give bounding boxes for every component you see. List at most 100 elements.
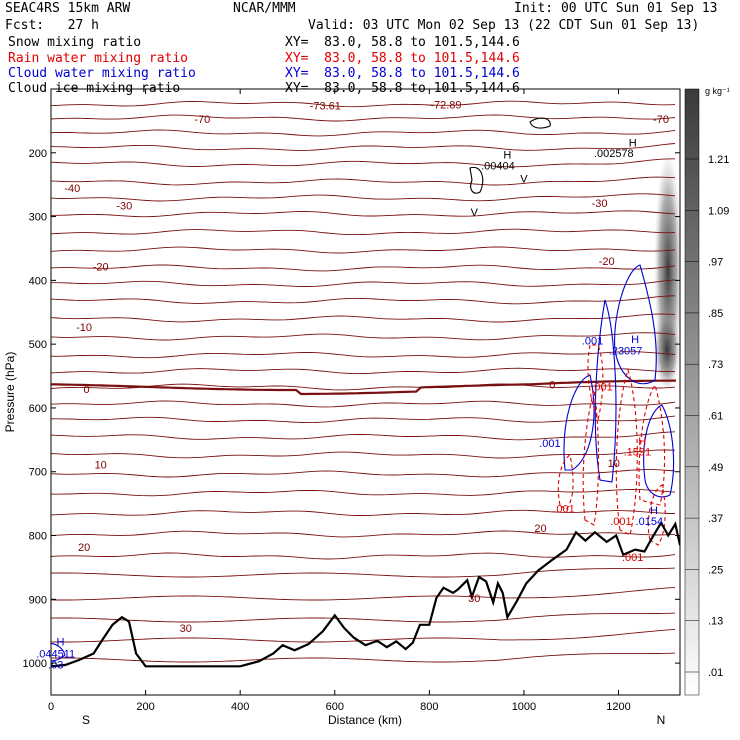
colorbar-label: .97 (708, 257, 723, 269)
mixing-ratio-label: H (638, 436, 646, 448)
isotherm-label: -30 (116, 201, 132, 213)
isotherm-line (51, 210, 676, 218)
producer-label: NCAR/MMM (233, 1, 296, 16)
isotherm-line (51, 279, 676, 287)
zero-isotherm (51, 379, 676, 396)
isotherm-line (51, 193, 676, 202)
mixing-ratio-label: .001 (610, 516, 631, 528)
isotherm-line (51, 449, 676, 459)
isotherm-label: 30 (468, 593, 480, 605)
x-end-label-left: S (82, 713, 90, 727)
mixing-ratio-label: .0154 (636, 516, 664, 528)
mixing-ratio-contour (529, 117, 551, 129)
y-tick-label: 400 (29, 275, 47, 287)
mixing-ratio-label: .03 (48, 659, 63, 671)
isotherm-label: 10 (95, 460, 107, 472)
mixing-ratio-contour (614, 264, 657, 385)
mixing-ratio-label: .1591 (624, 446, 652, 458)
isotherm-line (51, 509, 675, 516)
isotherm-line (51, 143, 676, 151)
colorbar (684, 88, 700, 696)
mixing-ratio-contour (587, 344, 604, 422)
isotherm-line (51, 313, 676, 323)
mixing-ratio-label: .002578 (594, 148, 634, 160)
plot-frame (50, 88, 681, 696)
x-tick-label: 1000 (512, 701, 536, 713)
x-tick-label: 400 (231, 701, 249, 713)
isotherm-line (51, 400, 676, 408)
mixing-ratio-contour (469, 166, 484, 194)
isotherm-line (51, 100, 676, 108)
y-tick-label: 700 (29, 467, 47, 479)
x-tick-label: 200 (136, 701, 154, 713)
colorbar-label: .13 (708, 616, 723, 628)
isotherm-line-lower (51, 628, 676, 643)
mixing-ratio-label: .001 (539, 438, 560, 450)
y-tick-label: 1000 (23, 658, 47, 670)
colorbar-label: .85 (708, 308, 723, 320)
colorbar-label: .37 (708, 513, 723, 525)
model-title: SEAC4RS 15km ARW (5, 1, 131, 16)
y-tick-label: 600 (29, 403, 47, 415)
isotherm-line (51, 114, 676, 122)
mixing-ratio-contour (594, 299, 617, 483)
isotherm-line (51, 530, 676, 538)
mixing-ratio-label: H (650, 505, 658, 517)
isotherm-line-lower (51, 586, 676, 601)
mixing-ratio-label: H (629, 138, 637, 150)
isotherm-line (51, 351, 676, 359)
isotherm-line (51, 367, 675, 375)
mixing-ratio-label: .001 (591, 381, 612, 393)
isotherm-label: -40 (64, 183, 80, 195)
colorbar-label: .01 (708, 667, 723, 679)
valid-time: Valid: 03 UTC Mon 02 Sep 13 (22 CDT Sun … (308, 18, 700, 33)
field-xy-cloud-water: XY= 83.0, 58.8 to 101.5,144.6 (285, 66, 520, 81)
mixing-ratio-contour (582, 389, 600, 526)
y-tick-label: 300 (29, 212, 47, 224)
isotherm-line (51, 489, 676, 497)
mixing-ratio-contour (643, 404, 675, 498)
isotherm-line (51, 383, 676, 391)
isotherm-label: -70 (653, 114, 669, 126)
field-xy-rain: XY= 83.0, 58.8 to 101.5,144.6 (285, 51, 520, 66)
x-tick-label: 600 (326, 701, 344, 713)
forecast-hour: Fcst: 27 h (5, 18, 99, 33)
isotherm-label: -72.89 (430, 99, 461, 111)
isotherm-label: -70 (194, 114, 210, 126)
isotherm-label: 10 (608, 458, 620, 470)
mixing-ratio-label: .001 (553, 504, 574, 516)
x-axis-title: Distance (km) (328, 713, 402, 727)
mixing-ratio-label: H (57, 636, 65, 648)
isotherm-line (51, 332, 676, 341)
y-tick-label: 900 (29, 594, 47, 606)
mixing-ratio-label: V (520, 173, 528, 185)
mixing-ratio-label: H (503, 150, 511, 162)
mixing-ratio-label: .00404 (481, 161, 515, 173)
isotherm-line (51, 176, 676, 186)
x-tick-label: 1200 (606, 701, 630, 713)
isotherm-label: 0 (549, 379, 555, 391)
field-label-rain: Rain water mixing ratio (8, 51, 189, 66)
field-label-cloud-water: Cloud water mixing ratio (8, 66, 196, 81)
mixing-ratio-contour (638, 383, 666, 506)
x-tick-label: 0 (48, 701, 54, 713)
y-tick-label: 200 (29, 148, 47, 160)
mixing-ratio-label: .23057 (609, 346, 643, 358)
isotherm-line (51, 469, 676, 478)
isotherm-line-lower (51, 652, 676, 663)
y-tick-label: 800 (29, 531, 47, 543)
isotherm-label: -10 (76, 322, 92, 334)
isotherm-line-lower (51, 567, 676, 578)
colorbar-label: 1.09 (708, 205, 729, 217)
mixing-ratio-label: .044511 (36, 649, 75, 661)
colorbar-label: 1.21 (708, 154, 729, 166)
y-tick-label: 500 (29, 339, 47, 351)
isotherm-label: -30 (592, 198, 608, 210)
colorbar-label: .61 (708, 411, 723, 423)
terrain-line (51, 520, 680, 668)
isotherm-label: -20 (93, 261, 109, 273)
isotherm-line-lower (51, 612, 676, 623)
isotherm-line (51, 295, 676, 305)
isotherm-line (51, 552, 676, 560)
field-label-snow: Snow mixing ratio (8, 35, 142, 50)
